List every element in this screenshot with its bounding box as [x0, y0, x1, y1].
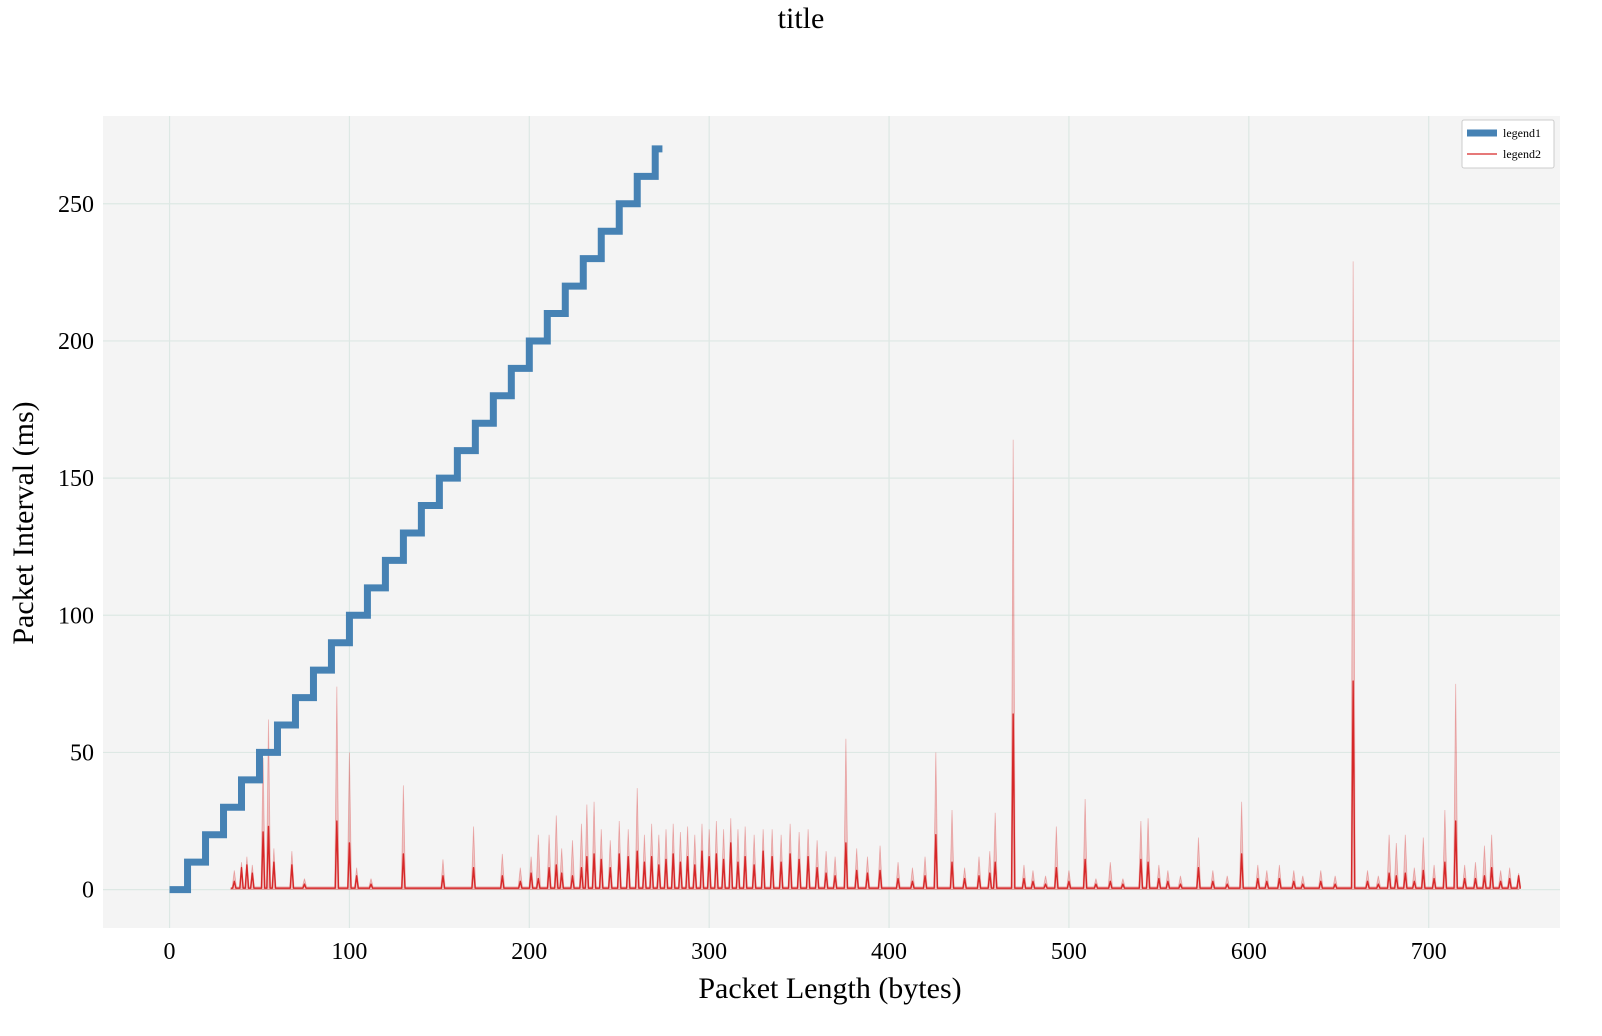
- legend: legend1 legend2: [1461, 119, 1555, 169]
- plot-area: [103, 116, 1560, 928]
- y-axis-label: Packet Interval (ms): [7, 401, 40, 644]
- legend2-series: [230, 680, 1521, 889]
- x-axis-label: Packet Length (bytes): [698, 972, 961, 1005]
- x-tick-label: 400: [871, 939, 907, 965]
- y-tick-label: 100: [58, 603, 94, 629]
- legend1-series: [169, 145, 663, 894]
- x-tick-label: 700: [1411, 939, 1447, 965]
- grid-lines: [103, 116, 1560, 928]
- y-tick-label: 200: [58, 329, 94, 355]
- y-axis-ticks: 0 50 100 150 200 250: [58, 192, 94, 904]
- x-axis-ticks: 0 100 200 300 400 500 600 700: [164, 939, 1447, 965]
- y-tick-label: 50: [70, 740, 94, 766]
- legend1-label: legend1: [1503, 126, 1541, 140]
- y-tick-label: 150: [58, 466, 94, 492]
- x-tick-label: 0: [164, 939, 176, 965]
- x-tick-label: 100: [331, 939, 367, 965]
- y-tick-label: 0: [82, 878, 94, 904]
- chart-title: title: [777, 2, 825, 35]
- legend2-label: legend2: [1503, 147, 1541, 161]
- legend1-line: [169, 145, 663, 894]
- legend2-line: [230, 680, 1521, 889]
- x-tick-label: 200: [511, 939, 547, 965]
- x-tick-label: 300: [691, 939, 727, 965]
- x-tick-label: 500: [1051, 939, 1087, 965]
- y-tick-label: 250: [58, 192, 94, 218]
- x-tick-label: 600: [1231, 939, 1267, 965]
